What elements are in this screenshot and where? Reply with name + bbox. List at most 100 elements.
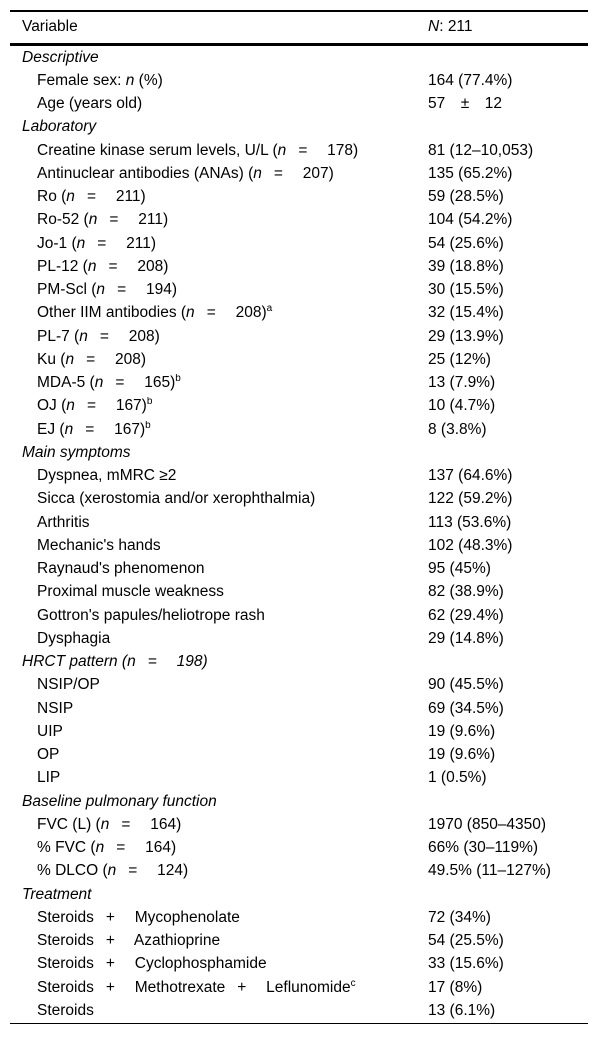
row-label: Gottron's papules/heliotrope rash	[10, 607, 428, 625]
label-text: Other IIM antibodies (	[37, 304, 187, 322]
row-value: 19 (9.6%)	[428, 722, 496, 740]
label-text: % DLCO (	[37, 862, 108, 880]
row-value: 57 ± 12	[428, 95, 502, 113]
table-section-row: HRCT pattern (n = 198)	[10, 651, 588, 674]
row-value: 122 (59.2%)	[428, 490, 513, 508]
row-value: 54 (25.5%)	[428, 932, 504, 950]
table-row: Antinuclear antibodies (ANAs) (n = 207) 1…	[10, 162, 588, 185]
label-text: Antinuclear antibodies (ANAs) (	[37, 164, 254, 182]
table-row: PM-Scl (n = 194) 30 (15.5%)	[10, 279, 588, 302]
row-label: PL-7 (n = 208)	[10, 328, 428, 346]
row-label: Creatine kinase serum levels, U/L (n = 1…	[10, 142, 428, 160]
row-value: 33 (15.6%)	[428, 955, 504, 973]
patient-characteristics-table: Variable N: 211 Descriptive Female sex: n…	[10, 10, 588, 1025]
table-section-row: Main symptoms	[10, 441, 588, 464]
table-row: % DLCO (n = 124) 49.5% (11–127%)	[10, 860, 588, 883]
row-value: 29 (13.9%)	[428, 327, 504, 345]
column-header-n: N: 211	[428, 18, 588, 36]
row-label: Baseline pulmonary function	[10, 793, 428, 811]
label-text: Steroids + Mycophenolate	[37, 908, 240, 926]
label-text: = 207)	[261, 164, 334, 182]
footnote-marker: c	[350, 978, 356, 989]
label-text: = 208)	[96, 257, 169, 275]
row-label: Dysphagia	[10, 630, 428, 648]
table-header-row: Variable N: 211	[10, 12, 588, 44]
row-value: 1970 (850–4350)	[428, 815, 547, 833]
table-section-row: Laboratory	[10, 116, 588, 139]
row-label: FVC (L) (n = 164)	[10, 816, 428, 834]
table-row: Sicca (xerostomia and/or xerophthalmia) 1…	[10, 488, 588, 511]
label-text: Ro (	[37, 188, 67, 206]
row-value: 49.5% (11–127%)	[428, 862, 551, 880]
row-value: 82 (38.9%)	[428, 583, 504, 601]
row-value: 95 (45%)	[428, 560, 491, 578]
label-text: Gottron's papules/heliotrope rash	[37, 606, 265, 624]
row-value: 164 (77.4%)	[428, 71, 513, 89]
row-label: Dyspnea, mMRC ≥2	[10, 467, 428, 485]
row-label: OP	[10, 746, 428, 764]
row-value: 30 (15.5%)	[428, 281, 504, 299]
table-row: % FVC (n = 164) 66% (30–119%)	[10, 837, 588, 860]
label-text: n	[125, 71, 135, 89]
row-label: Other IIM antibodies (n = 208)a	[10, 304, 428, 322]
label-text: MDA-5 (	[37, 374, 95, 392]
label-text: = 208)	[74, 350, 146, 368]
table-row: Jo-1 (n = 211) 54 (25.6%)	[10, 232, 588, 255]
label-text: n	[94, 374, 104, 392]
row-value: 25 (12%)	[428, 350, 491, 368]
label-text: n	[253, 164, 262, 182]
column-header-variable: Variable	[22, 18, 78, 36]
label-text: Treatment	[22, 885, 92, 903]
table-row: Steroids + Azathioprine 54 (25.5%)	[10, 930, 588, 953]
row-label: Sicca (xerostomia and/or xerophthalmia)	[10, 490, 428, 508]
table-bottom-rule	[10, 1022, 588, 1025]
row-value: 62 (29.4%)	[428, 606, 504, 624]
label-text: = 124)	[116, 862, 189, 880]
label-text: FVC (L) (	[37, 815, 101, 833]
row-label: Age (years old)	[10, 95, 428, 113]
column-header-n-symbol: N	[428, 18, 440, 36]
table-row: LIP 1 (0.5%)	[10, 767, 588, 790]
table-row: Ro-52 (n = 211) 104 (54.2%)	[10, 209, 588, 232]
label-text: Arthritis	[37, 513, 90, 531]
row-value: 54 (25.6%)	[428, 234, 504, 252]
row-value: 137 (64.6%)	[428, 467, 513, 485]
label-text: = 211)	[85, 234, 157, 252]
table-row: Arthritis 113 (53.6%)	[10, 511, 588, 534]
row-label: NSIP/OP	[10, 676, 428, 694]
label-text: Descriptive	[22, 48, 99, 66]
label-text: Ro-52 (	[37, 211, 89, 229]
table-row: Gottron's papules/heliotrope rash 62 (29.…	[10, 604, 588, 627]
footnote-marker: b	[145, 420, 151, 431]
table-header-rule	[10, 43, 588, 46]
table-row: NSIP 69 (34.5%)	[10, 697, 588, 720]
row-value: 81 (12–10,053)	[428, 141, 534, 159]
table-row: Steroids + Cyclophosphamide 33 (15.6%)	[10, 953, 588, 976]
row-label: Mechanic's hands	[10, 537, 428, 555]
row-label: Raynaud's phenomenon	[10, 560, 428, 578]
row-label: LIP	[10, 769, 428, 787]
row-value: 39 (18.8%)	[428, 257, 504, 275]
label-text: n	[66, 188, 75, 206]
label-text: PL-7 (	[37, 327, 80, 345]
table-row: Steroids + Mycophenolate 72 (34%)	[10, 906, 588, 929]
table-row: Female sex: n (%) 164 (77.4%)	[10, 69, 588, 92]
row-value: 19 (9.6%)	[428, 746, 496, 764]
table-row: NSIP/OP 90 (45.5%)	[10, 674, 588, 697]
row-label: Ro-52 (n = 211)	[10, 211, 428, 229]
row-value: 17 (8%)	[428, 978, 483, 996]
label-text: n	[88, 211, 98, 229]
label-text: PM-Scl (	[37, 281, 97, 299]
row-value: 32 (15.4%)	[428, 304, 504, 322]
row-label: PM-Scl (n = 194)	[10, 281, 428, 299]
row-value: 102 (48.3%)	[428, 536, 513, 554]
label-text: n	[87, 257, 97, 275]
table-row: MDA-5 (n = 165)b 13 (7.9%)	[10, 372, 588, 395]
label-text: Sicca (xerostomia and/or xerophthalmia)	[37, 490, 316, 508]
row-label: Ku (n = 208)	[10, 351, 428, 369]
label-text: PL-12 (	[37, 257, 88, 275]
label-text: n	[100, 815, 110, 833]
label-text: % FVC (	[37, 839, 96, 857]
label-text: n	[76, 234, 86, 252]
row-label: OJ (n = 167)b	[10, 397, 428, 415]
